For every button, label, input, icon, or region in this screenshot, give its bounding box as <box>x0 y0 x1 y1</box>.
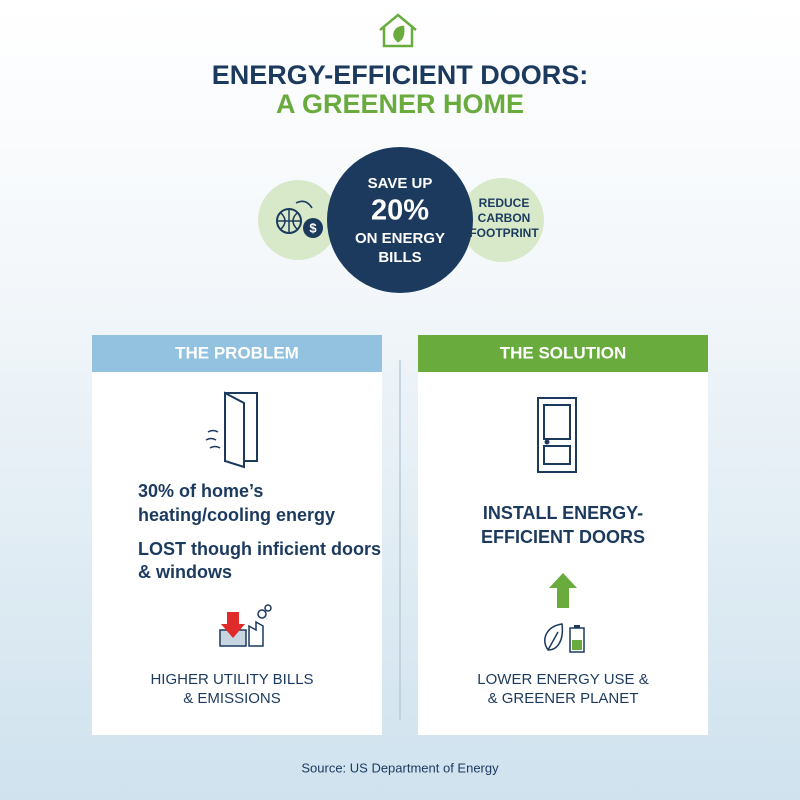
savings-text: BILLS <box>378 249 421 266</box>
savings-text: SAVE UP <box>368 175 433 192</box>
solution-text: EFFICIENT DOORS <box>481 527 645 547</box>
problem-text: LOST though inficient doors <box>138 539 381 559</box>
up-arrow-icon <box>549 573 577 608</box>
solution-result: & GREENER PLANET <box>488 690 639 707</box>
savings-circle <box>327 147 473 293</box>
title: ENERGY-EFFICIENT DOORS: <box>212 60 589 90</box>
problem-header <box>92 335 382 372</box>
problem-heading: THE PROBLEM <box>175 343 299 362</box>
carbon-text: REDUCE <box>479 196 530 210</box>
solution-panel <box>418 335 708 735</box>
open-door-icon <box>205 391 258 469</box>
solution-header <box>418 335 708 372</box>
subtitle: A GREENER HOME <box>276 89 524 119</box>
house-icon <box>379 13 417 48</box>
problem-result: HIGHER UTILITY BILLS <box>150 671 313 688</box>
problem-text: & windows <box>138 562 232 582</box>
bills-emissions-icon <box>219 604 272 647</box>
savings-percent: 20% <box>371 195 429 227</box>
savings-text: ON ENERGY <box>355 230 445 247</box>
globe-circle <box>258 180 338 260</box>
leaf-battery-icon <box>544 623 585 653</box>
solution-text: INSTALL ENERGY- <box>483 503 643 523</box>
problem-text: 30% of home’s <box>138 481 263 501</box>
problem-result: & EMISSIONS <box>183 690 281 707</box>
carbon-text: FOOTPRINT <box>469 226 539 240</box>
source: Source: US Department of Energy <box>301 760 499 775</box>
svg-text:$: $ <box>309 220 317 235</box>
solution-result: LOWER ENERGY USE & <box>477 671 648 688</box>
solution-heading: THE SOLUTION <box>500 343 627 362</box>
carbon-circle <box>460 178 544 262</box>
problem-text: heating/cooling energy <box>138 505 335 525</box>
closed-door-icon <box>537 397 577 473</box>
globe-dollar-icon: $ <box>276 200 323 238</box>
carbon-text: CARBON <box>478 211 531 225</box>
